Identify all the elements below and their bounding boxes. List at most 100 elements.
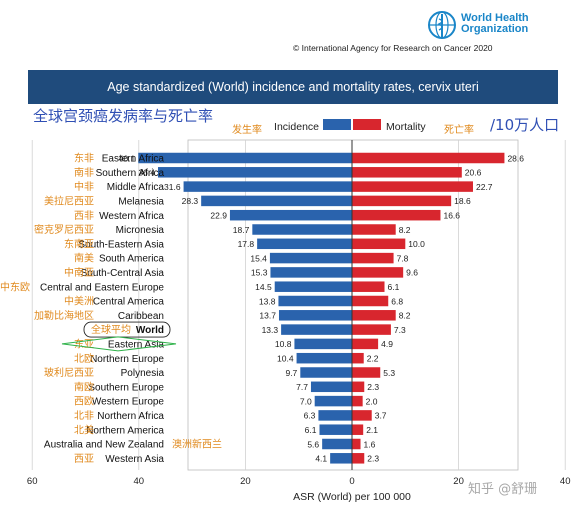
incidence-bar <box>318 410 352 421</box>
mortality-value-label: 16.6 <box>443 211 460 221</box>
incidence-bar <box>138 152 352 164</box>
x-axis-label: ASR (World) per 100 000 <box>293 491 411 503</box>
incidence-value-label: 13.7 <box>259 311 276 321</box>
incidence-value-label: 14.5 <box>255 282 272 292</box>
incidence-bar <box>157 167 352 178</box>
category-cn-label: 西非 <box>74 210 94 222</box>
category-cn-label: 西欧 <box>74 396 94 408</box>
incidence-value-label: 7.7 <box>296 382 308 392</box>
category-label: Southern Europe <box>88 382 164 393</box>
mortality-bar <box>352 453 365 464</box>
category-cn-label: 美拉尼西亚 <box>44 195 94 208</box>
mortality-value-label: 6.8 <box>391 296 403 306</box>
incidence-value-label: 10.4 <box>277 354 294 364</box>
incidence-bar <box>310 381 352 393</box>
category-cn-label: 加勒比海地区 <box>34 309 94 322</box>
mortality-value-label: 3.7 <box>375 411 387 421</box>
mortality-bar <box>352 152 505 164</box>
category-cn-label: 北非 <box>74 410 94 422</box>
incidence-bar <box>322 438 352 450</box>
mortality-value-label: 7.3 <box>394 325 406 335</box>
incidence-bar <box>270 267 352 278</box>
legend-incidence-swatch <box>323 119 351 130</box>
incidence-bar <box>229 209 352 221</box>
mortality-value-label: 20.6 <box>465 168 482 178</box>
mortality-value-label: 7.8 <box>397 253 409 263</box>
category-label: Southern Africa <box>96 168 165 179</box>
mortality-value-label: 2.2 <box>367 354 379 364</box>
incidence-bar <box>201 195 352 207</box>
mortality-bar <box>352 195 452 207</box>
mortality-value-label: 18.6 <box>454 196 471 206</box>
x-tick-label: 20 <box>453 476 464 487</box>
incidence-bar <box>278 295 352 307</box>
category-label: Western Asia <box>105 454 164 465</box>
mortality-bar <box>352 167 462 178</box>
category-cn-label: 中非 <box>74 180 94 193</box>
incidence-value-label: 7.0 <box>300 396 312 406</box>
category-label: Eastern Africa <box>102 154 165 165</box>
incidence-value-label: 31.6 <box>164 182 181 192</box>
mortality-bar <box>352 367 381 378</box>
incidence-value-label: 5.6 <box>307 439 319 449</box>
category-label: South-Central Asia <box>81 268 165 279</box>
category-cn-label: 东南亚 <box>64 237 94 250</box>
category-label: Northern America <box>86 425 164 436</box>
incidence-value-label: 15.4 <box>250 253 267 263</box>
incidence-bar <box>314 395 352 407</box>
unit-annotation: /10万人口 <box>490 116 560 134</box>
incidence-bar <box>330 453 352 464</box>
category-cn-label: 南非 <box>74 166 94 179</box>
incidence-value-label: 28.3 <box>182 196 199 206</box>
category-cn-label: 南美 <box>74 252 94 265</box>
category-label: Australia and New Zealand <box>44 440 164 451</box>
mortality-value-label: 8.2 <box>399 311 411 321</box>
category-label: Northern Europe <box>90 354 164 365</box>
category-label: Central America <box>93 297 165 308</box>
x-tick-label: 60 <box>27 476 38 487</box>
incidence-bar <box>278 310 352 321</box>
incidence-bar <box>281 324 352 335</box>
incidence-value-label: 4.1 <box>315 454 327 464</box>
incidence-bar <box>319 424 352 435</box>
mortality-bar <box>352 267 404 278</box>
category-cn-label: 全球平均 <box>91 323 131 336</box>
copyright-text: © International Agency for Research on C… <box>293 43 493 53</box>
category-label: South America <box>99 254 164 265</box>
mortality-value-label: 2.0 <box>366 396 378 406</box>
category-label: Western Europe <box>92 397 165 408</box>
org-name-line2: Organization <box>461 23 529 35</box>
incidence-bar <box>269 252 352 264</box>
mortality-bar <box>352 295 389 307</box>
category-cn-label: 中南亚 <box>64 266 94 279</box>
incidence-value-label: 10.8 <box>275 339 292 349</box>
title-bar <box>28 70 558 104</box>
world-highlight-outline <box>83 321 171 338</box>
incidence-bar <box>300 367 352 378</box>
incidence-value-label: 6.3 <box>304 411 316 421</box>
mortality-bar <box>352 181 473 192</box>
incidence-value-label: 22.9 <box>210 211 227 221</box>
incidence-bar <box>183 181 352 192</box>
org-name: World Health Organization <box>461 13 571 35</box>
who-emblem-icon <box>428 11 456 39</box>
category-cn-label: 北欧 <box>74 353 94 365</box>
mortality-value-label: 9.6 <box>406 268 418 278</box>
mortality-bar <box>352 410 372 421</box>
x-tick-label: 40 <box>560 476 571 487</box>
mortality-value-label: 6.1 <box>388 282 400 292</box>
x-tick-label: 40 <box>134 476 145 487</box>
category-label: Middle Africa <box>107 182 165 193</box>
mortality-bar <box>352 381 365 393</box>
incidence-value-label: 13.3 <box>262 325 279 335</box>
org-name-line1: World Health <box>461 12 529 24</box>
category-label: World <box>136 325 164 336</box>
category-cn-label: 南欧 <box>74 380 94 393</box>
mortality-bar <box>352 424 364 435</box>
legend-mortality-swatch <box>353 119 381 130</box>
incidence-bar <box>296 352 352 364</box>
mortality-bar <box>352 338 379 350</box>
incidence-value-label: 15.3 <box>251 268 268 278</box>
mortality-bar <box>352 281 385 292</box>
mortality-value-label: 28.6 <box>507 153 524 163</box>
